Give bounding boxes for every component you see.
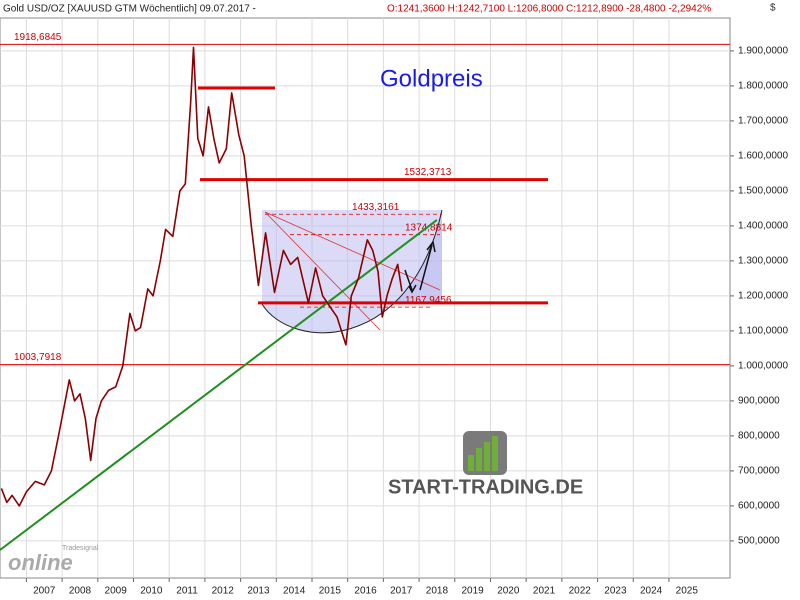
x-tick-label: 2020 [497, 586, 520, 597]
y-tick-label: 1.500,0000 [738, 186, 788, 197]
y-tick-label: 1.900,0000 [738, 46, 788, 57]
y-tick-label: 600,0000 [738, 501, 780, 512]
arrow-down [404, 269, 417, 294]
x-tick-label: 2023 [604, 586, 627, 597]
price-line [0, 46, 403, 507]
y-tick-label: 900,0000 [738, 396, 780, 407]
y-tick-label: 800,0000 [738, 431, 780, 442]
y-tick-label: 1.300,0000 [738, 256, 788, 267]
level-label: 1167,9456 [405, 295, 452, 306]
x-tick-label: 2014 [283, 586, 306, 597]
x-tick-label: 2021 [533, 586, 556, 597]
watermark: START-TRADING.DE [388, 476, 583, 498]
y-tick-label: 1.100,0000 [738, 326, 788, 337]
x-tick-label: 2015 [319, 586, 342, 597]
y-tick-label: 1.200,0000 [738, 291, 788, 302]
logo-bar [484, 442, 490, 471]
watermark-logo [463, 431, 507, 475]
chart-title: Goldpreis [380, 65, 483, 92]
level-label: 1003,7918 [14, 352, 62, 363]
header: Gold USD/OZ [XAUUSD GTM Wöchentlich] 09.… [3, 4, 256, 15]
plot-frame [0, 17, 731, 579]
logo-small: Tradesignal [62, 545, 99, 552]
x-tick-label: 2025 [676, 586, 699, 597]
level-label: 1918,6845 [14, 32, 62, 43]
y-tick-label: 1.400,0000 [738, 221, 788, 232]
x-tick-label: 2016 [354, 586, 377, 597]
level-label: 1532,3713 [404, 167, 452, 178]
x-tick-label: 2022 [569, 586, 592, 597]
x-tick-label: 2017 [390, 586, 413, 597]
y-tick-label: 1.000,0000 [738, 361, 788, 372]
y-tick-label: 1.600,0000 [738, 151, 788, 162]
y-tick-label: 700,0000 [738, 466, 780, 477]
logo-bar [468, 455, 474, 471]
x-tick-label: 2010 [140, 586, 163, 597]
x-tick-label: 2008 [69, 586, 92, 597]
y-tick-label: 1.700,0000 [738, 116, 788, 127]
x-tick-label: 2012 [212, 586, 235, 597]
fan-line [264, 211, 441, 291]
logo-bar [492, 436, 498, 471]
y-tick-label: 500,0000 [738, 536, 780, 547]
x-tick-label: 2013 [247, 586, 270, 597]
fan-line [264, 211, 381, 331]
x-tick-label: 2024 [640, 586, 663, 597]
currency: $ [770, 3, 776, 14]
x-tick-label: 2011 [176, 586, 198, 597]
logo: online [8, 550, 73, 575]
x-tick-label: 2019 [462, 586, 485, 597]
y-tick-label: 1.800,0000 [738, 81, 788, 92]
x-tick-label: 2007 [33, 586, 56, 597]
level-label: 1433,3161 [352, 202, 400, 213]
x-tick-label: 2009 [105, 586, 128, 597]
level-label: 1374,8814 [405, 222, 453, 233]
arrow-up [419, 240, 436, 291]
x-tick-label: 2018 [426, 586, 449, 597]
trendline [0, 219, 438, 551]
header-values: O:1241,3600 H:1242,7100 L:1206,8000 C:12… [387, 4, 711, 15]
logo-bar [476, 448, 482, 471]
bowl-arc [261, 209, 443, 334]
